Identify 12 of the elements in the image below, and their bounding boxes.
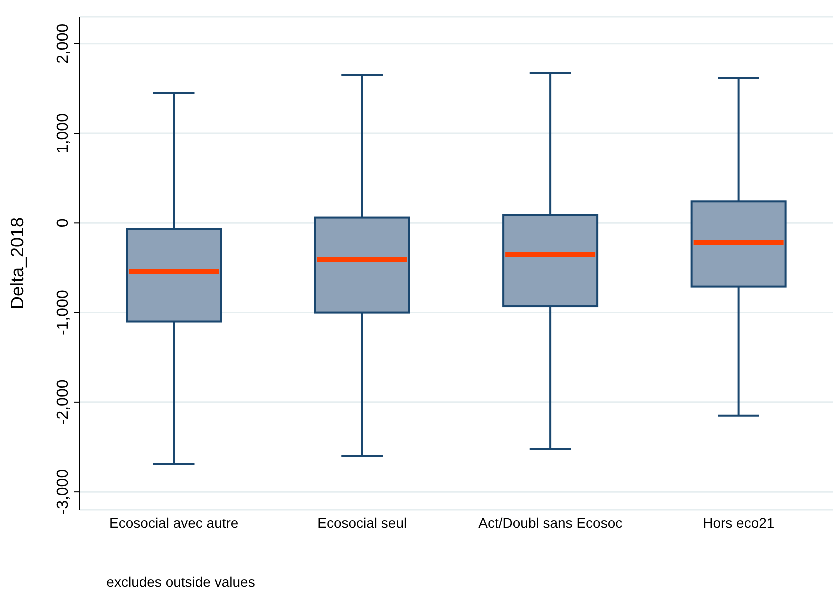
y-tick-label: 1,000 xyxy=(55,113,72,154)
y-tick-label: -2,000 xyxy=(55,380,72,426)
y-axis-title: Delta_2018 xyxy=(7,217,28,310)
x-tick-label: Act/Doubl sans Ecosoc xyxy=(478,514,623,531)
x-tick-label: Hors eco21 xyxy=(703,514,775,531)
y-tick-label: 2,000 xyxy=(55,24,72,64)
text: excludes outside values xyxy=(106,574,256,590)
x-tick-label: Ecosocial avec autre xyxy=(110,514,239,531)
y-tick-label: -3,000 xyxy=(55,469,72,515)
y-tick-label: -1,000 xyxy=(55,290,72,336)
x-tick-label: Ecosocial seul xyxy=(318,514,408,531)
y-tick-label: 0 xyxy=(55,218,72,228)
